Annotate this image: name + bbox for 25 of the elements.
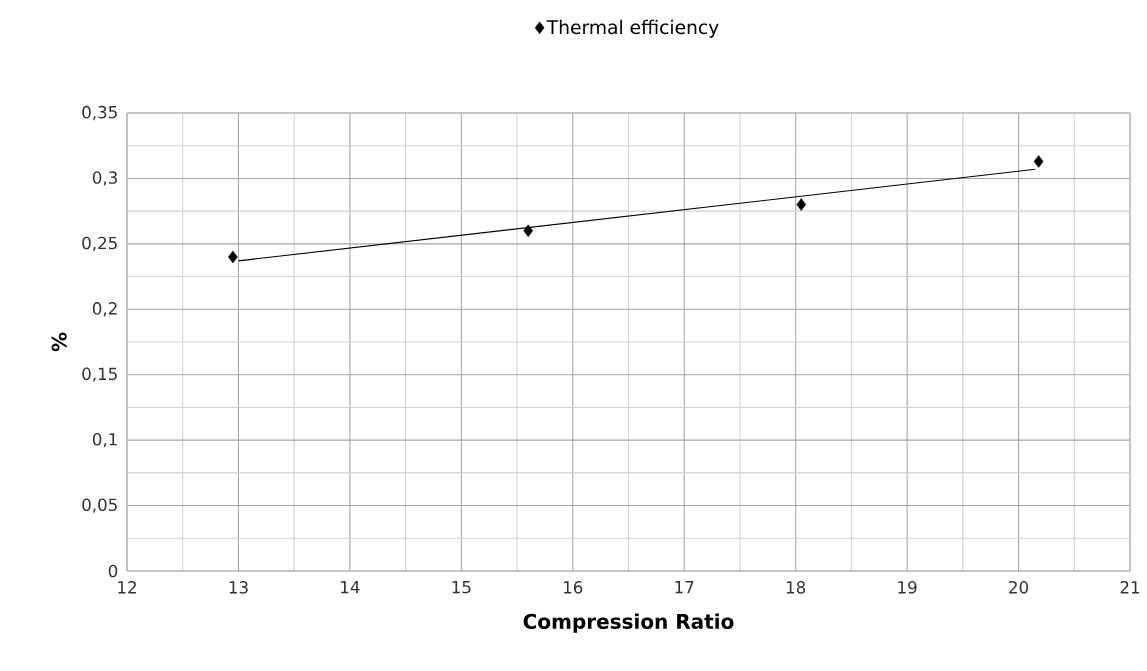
y-axis-title: %	[51, 332, 67, 352]
x-axis-title: Compression Ratio	[523, 613, 734, 633]
x-tick-label: 16	[564, 581, 583, 594]
point	[228, 250, 238, 264]
x-tick-label: 12	[118, 581, 136, 594]
legend-label: Thermal efficiency	[546, 19, 719, 38]
y-tick-label: 0,35	[82, 105, 117, 121]
x-tick-label: 15	[452, 581, 471, 594]
y-tick-label: 0,25	[82, 236, 117, 252]
y-tick-label: 0,05	[82, 498, 117, 513]
point	[1033, 155, 1044, 168]
y-tick-label: 0,2	[92, 302, 117, 317]
x-tick-label: 13	[229, 581, 248, 594]
point	[523, 224, 533, 238]
y-tick-label: 0,15	[82, 367, 117, 382]
y-tick-label: 0,1	[92, 432, 117, 448]
x-tick-label: 19	[898, 581, 917, 594]
x-tick-label: 20	[1009, 581, 1029, 594]
x-tick-label: 18	[786, 581, 806, 594]
point	[796, 198, 807, 211]
x-tick-label: 14	[341, 581, 360, 594]
x-tick-label: 17	[675, 581, 694, 594]
y-tick-label: 0	[108, 564, 118, 578]
y-tick-label: 0,3	[92, 171, 117, 186]
x-tick-label: 21	[1120, 581, 1140, 594]
